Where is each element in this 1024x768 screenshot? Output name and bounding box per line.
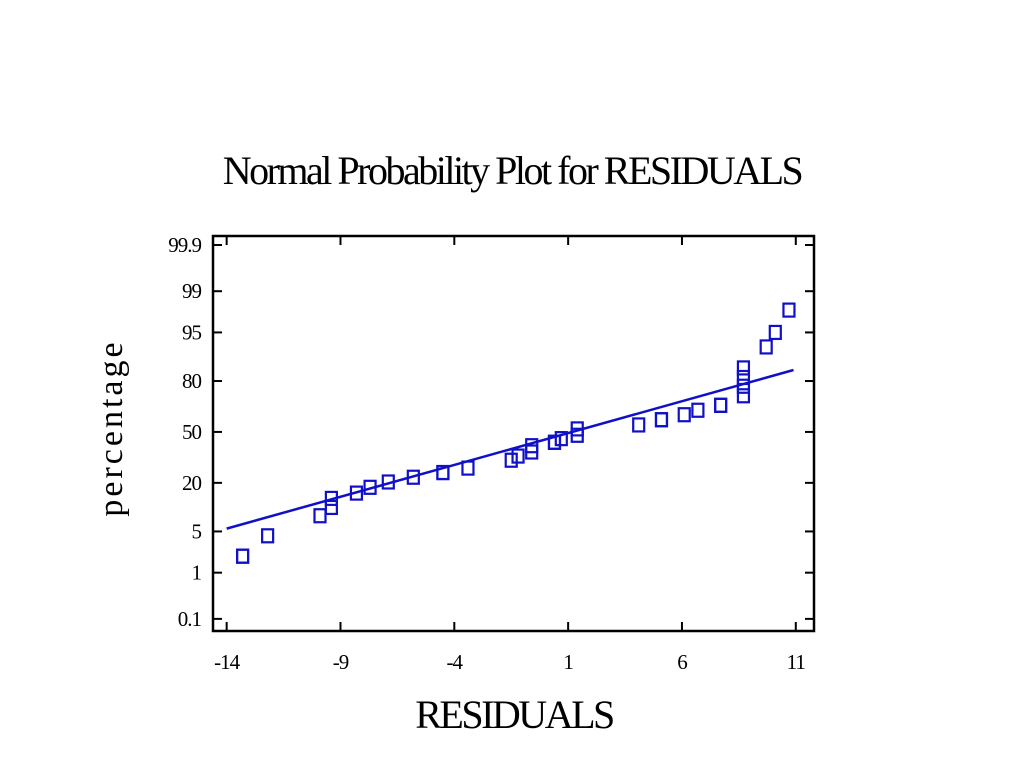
data-point [768, 324, 782, 341]
data-point [654, 412, 669, 428]
y-tick-label: 99 [182, 279, 202, 303]
fit-line [226, 368, 794, 530]
x-tick-label: -14 [214, 650, 240, 674]
data-point [677, 407, 691, 423]
data-points [235, 302, 796, 564]
y-tick-label: 5 [192, 519, 202, 543]
y-tick-label: 20 [182, 471, 202, 495]
data-point [381, 474, 395, 490]
data-point [235, 548, 250, 564]
data-point [714, 397, 728, 413]
data-point [691, 402, 705, 418]
data-point [736, 388, 751, 404]
data-point [570, 421, 584, 437]
x-tick-label: -9 [333, 650, 349, 674]
data-point [235, 548, 250, 564]
y-axis-ticks: 0.1 1 5 20 50 80 95 99 99.9 [168, 233, 814, 631]
data-point [261, 528, 275, 544]
data-point [759, 339, 773, 355]
data-point [504, 452, 518, 468]
x-tick-label: 1 [563, 650, 573, 674]
y-tick-label: 1 [192, 561, 202, 585]
x-axis-ticks: -14 -9 -4 1 6 11 [214, 236, 806, 674]
data-point [461, 460, 475, 476]
data-point [436, 464, 450, 481]
data-point [547, 434, 562, 450]
data-point [736, 360, 751, 376]
y-tick-label: 99.9 [168, 233, 201, 257]
y-tick-label: 95 [182, 320, 202, 344]
data-point [736, 369, 751, 386]
x-tick-label: -4 [447, 650, 464, 674]
data-point [511, 448, 525, 464]
data-point [632, 417, 646, 433]
data-point [782, 302, 796, 318]
plot-frame [211, 234, 816, 633]
data-point [525, 438, 539, 454]
data-point [324, 490, 338, 506]
x-axis-label: RESIDUALS [415, 692, 613, 737]
data-point [654, 412, 669, 428]
y-tick-label: 80 [182, 369, 202, 393]
data-point [313, 508, 327, 524]
x-tick-label: 11 [787, 650, 806, 674]
data-point [554, 431, 568, 447]
data-point [736, 378, 751, 394]
x-tick-label: 6 [677, 650, 687, 674]
data-point [406, 469, 420, 485]
y-axis-label: percentage [93, 339, 130, 516]
chart-title: Normal Probability Plot for RESIDUALS [223, 148, 802, 193]
y-tick-label: 0.1 [178, 607, 202, 631]
data-point [714, 397, 728, 413]
data-point [363, 479, 377, 495]
y-tick-label: 50 [182, 420, 202, 444]
data-point [324, 499, 338, 516]
data-point [349, 485, 364, 501]
